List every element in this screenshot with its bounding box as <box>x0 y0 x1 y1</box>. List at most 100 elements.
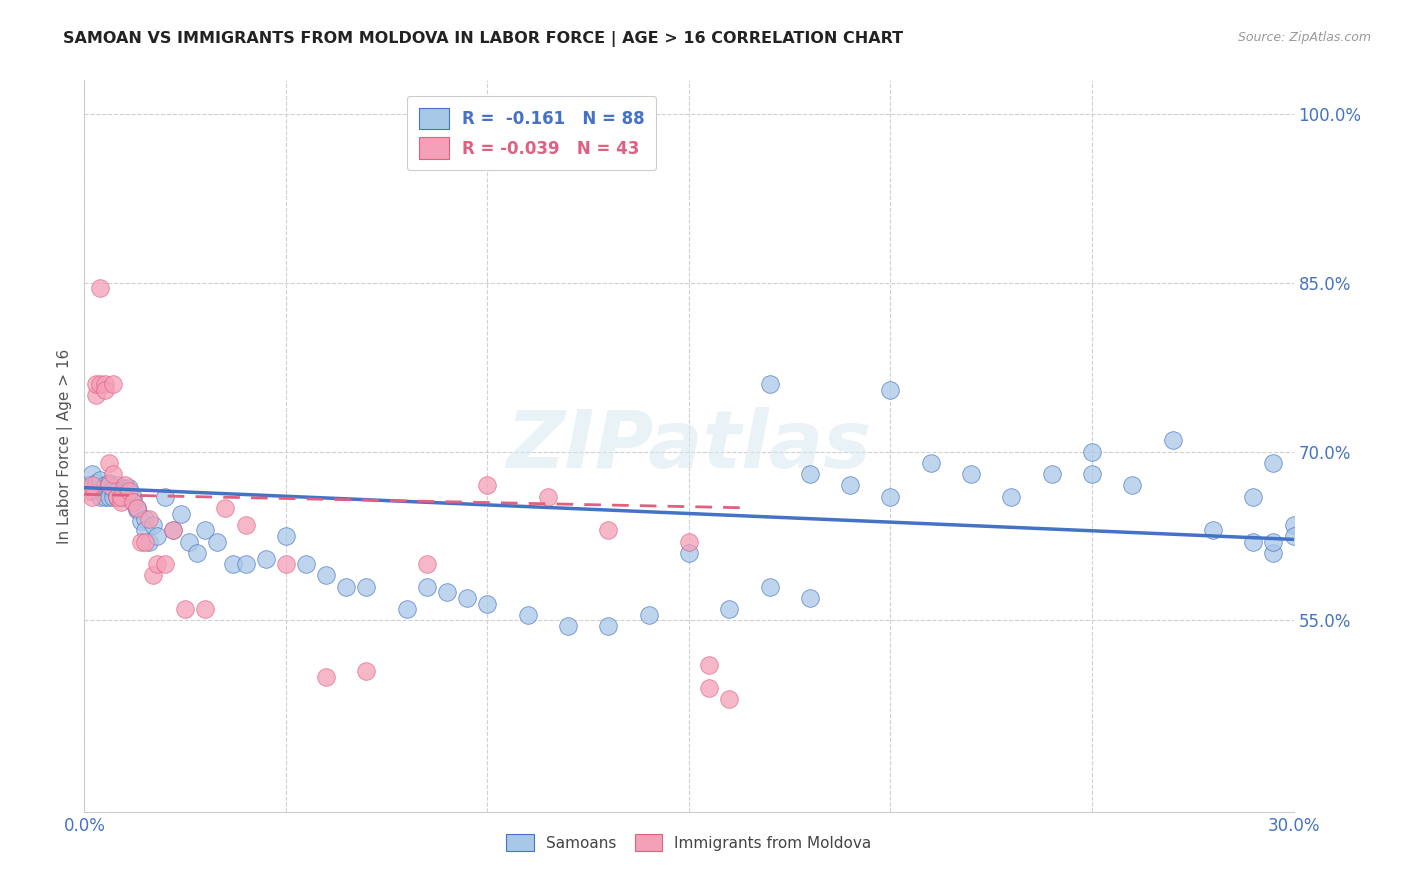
Point <box>77 483 100 498</box>
Point <box>97 456 120 470</box>
Point <box>162 524 184 538</box>
Point <box>315 670 337 684</box>
Point <box>516 607 538 622</box>
Point <box>1000 490 1022 504</box>
Point <box>129 534 152 549</box>
Point <box>134 524 156 538</box>
Point <box>86 377 108 392</box>
Point <box>134 512 156 526</box>
Point <box>477 597 499 611</box>
Point <box>186 546 208 560</box>
Point <box>82 490 104 504</box>
Point <box>97 481 120 495</box>
Point <box>1040 467 1063 482</box>
Point <box>207 534 229 549</box>
Point <box>718 692 741 706</box>
Point <box>162 524 184 538</box>
Point <box>274 529 297 543</box>
Point <box>718 602 741 616</box>
Point <box>142 517 165 532</box>
Point <box>839 478 862 492</box>
Point <box>1263 534 1285 549</box>
Point <box>101 481 124 495</box>
Legend: Samoans, Immigrants from Moldova: Samoans, Immigrants from Moldova <box>499 826 879 859</box>
Point <box>416 557 439 571</box>
Point <box>86 388 108 402</box>
Point <box>105 483 128 498</box>
Point <box>315 568 337 582</box>
Point <box>436 585 458 599</box>
Point <box>77 478 100 492</box>
Point <box>93 490 115 504</box>
Point <box>93 377 115 392</box>
Point <box>678 546 700 560</box>
Point <box>125 500 148 515</box>
Point <box>89 483 111 498</box>
Point <box>697 658 720 673</box>
Point <box>235 557 257 571</box>
Point <box>335 580 357 594</box>
Point <box>93 481 115 495</box>
Point <box>101 467 124 482</box>
Point <box>89 473 111 487</box>
Point <box>93 478 115 492</box>
Point <box>105 490 128 504</box>
Point <box>97 476 120 491</box>
Point <box>114 481 136 495</box>
Point <box>356 664 378 678</box>
Point <box>598 619 620 633</box>
Point <box>125 503 148 517</box>
Point <box>1263 546 1285 560</box>
Point <box>879 383 901 397</box>
Point <box>121 495 143 509</box>
Point <box>118 490 141 504</box>
Point <box>118 483 141 498</box>
Point <box>1161 434 1184 448</box>
Point <box>82 483 104 498</box>
Point <box>170 507 193 521</box>
Point <box>101 377 124 392</box>
Point <box>110 490 132 504</box>
Point <box>121 495 143 509</box>
Point <box>125 500 148 515</box>
Point <box>174 602 197 616</box>
Point <box>960 467 983 482</box>
Point <box>97 478 120 492</box>
Point <box>1081 467 1104 482</box>
Point <box>110 495 132 509</box>
Point <box>637 607 659 622</box>
Point <box>799 591 821 605</box>
Text: Source: ZipAtlas.com: Source: ZipAtlas.com <box>1237 31 1371 45</box>
Point <box>134 534 156 549</box>
Point <box>89 281 111 295</box>
Point <box>179 534 201 549</box>
Point <box>146 557 169 571</box>
Point <box>1241 490 1264 504</box>
Point <box>456 591 478 605</box>
Point <box>114 490 136 504</box>
Point <box>105 490 128 504</box>
Point <box>1121 478 1143 492</box>
Point <box>86 476 108 491</box>
Point <box>89 490 111 504</box>
Point <box>799 467 821 482</box>
Point <box>138 512 160 526</box>
Y-axis label: In Labor Force | Age > 16: In Labor Force | Age > 16 <box>58 349 73 543</box>
Point <box>1081 444 1104 458</box>
Point <box>118 481 141 495</box>
Point <box>114 478 136 492</box>
Point <box>93 483 115 498</box>
Point <box>114 483 136 498</box>
Point <box>138 534 160 549</box>
Point <box>214 500 236 515</box>
Point <box>295 557 318 571</box>
Point <box>254 551 277 566</box>
Point <box>82 478 104 492</box>
Text: SAMOAN VS IMMIGRANTS FROM MOLDOVA IN LABOR FORCE | AGE > 16 CORRELATION CHART: SAMOAN VS IMMIGRANTS FROM MOLDOVA IN LAB… <box>63 31 904 47</box>
Point <box>678 534 700 549</box>
Point <box>153 557 176 571</box>
Point <box>153 490 176 504</box>
Text: ZIPatlas: ZIPatlas <box>506 407 872 485</box>
Point <box>101 483 124 498</box>
Point <box>356 580 378 594</box>
